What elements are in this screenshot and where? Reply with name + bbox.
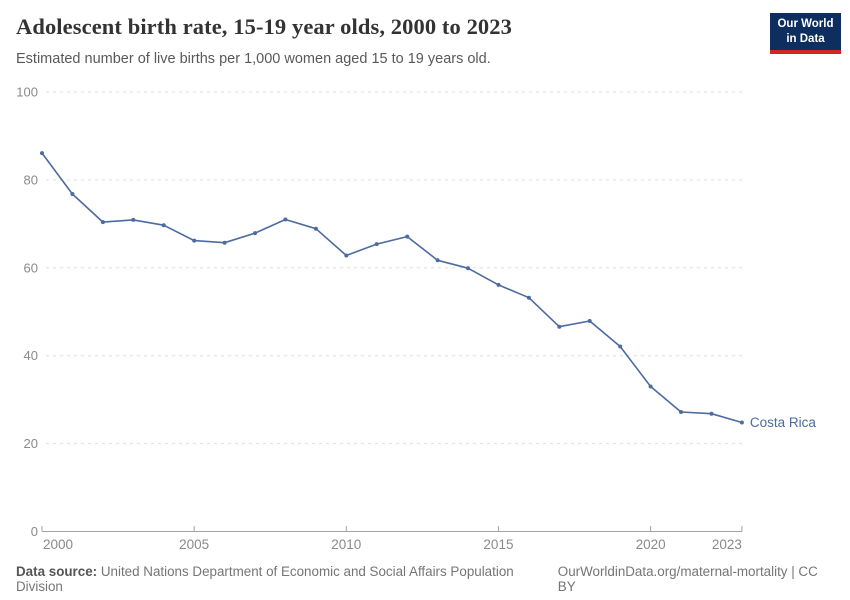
data-source-label: Data source: <box>16 564 98 579</box>
x-tick-label: 2005 <box>179 537 209 552</box>
y-tick-label: 40 <box>24 348 38 363</box>
y-tick-label: 20 <box>24 436 38 451</box>
y-tick-label: 0 <box>31 524 38 539</box>
data-point <box>100 220 105 225</box>
data-point <box>679 410 683 414</box>
data-point <box>161 223 166 228</box>
data-point <box>587 319 592 323</box>
data-point <box>496 282 501 287</box>
data-point <box>739 420 744 425</box>
x-tick-label: 2010 <box>331 537 361 552</box>
owid-logo-line1: Our World <box>777 18 834 30</box>
data-point <box>526 295 531 300</box>
data-point <box>70 192 75 196</box>
owid-logo: Our World in Data <box>770 13 841 55</box>
data-point <box>374 242 379 247</box>
data-source-text: United Nations Department of Economic an… <box>16 564 514 594</box>
y-tick-label: 60 <box>24 260 38 275</box>
data-point <box>313 226 318 231</box>
data-point <box>466 266 470 271</box>
owid-license-link[interactable]: OurWorldinData.org/maternal-mortality | … <box>557 564 818 594</box>
x-axis-labels: 2000 2005 2010 2015 2020 2023 <box>43 537 742 552</box>
y-gridlines <box>46 91 742 445</box>
data-point <box>131 217 136 222</box>
x-axis <box>41 526 743 532</box>
data-point <box>557 324 562 329</box>
y-tick-label: 100 <box>16 85 38 100</box>
data-point <box>648 384 653 389</box>
y-tick-label: 80 <box>24 172 38 187</box>
data-point <box>192 238 197 243</box>
series-line <box>41 152 743 424</box>
x-tick-label: 2015 <box>483 537 513 552</box>
data-point <box>253 231 257 236</box>
owid-logo-red-bar <box>770 50 841 55</box>
data-point <box>435 258 440 263</box>
data-point <box>709 411 714 416</box>
series-costa-rica: Costa Rica <box>40 151 816 430</box>
owid-logo-line2: in Data <box>786 32 825 45</box>
chart-footer: Data source: United Nations Department o… <box>16 564 836 594</box>
data-source: Data source: United Nations Department o… <box>16 564 558 594</box>
data-point <box>40 151 44 156</box>
data-point <box>405 234 410 239</box>
x-tick-label: 2023 <box>712 537 742 552</box>
data-point <box>618 344 623 349</box>
x-tick-label: 2000 <box>43 537 73 552</box>
series-end-label: Costa Rica <box>750 415 817 430</box>
x-tick-label: 2020 <box>636 537 666 552</box>
data-point <box>222 240 227 245</box>
data-point <box>344 253 349 258</box>
page-subtitle: Estimated number of live births per 1,00… <box>16 51 491 67</box>
owid-logo-text: Our World in Data <box>770 13 841 51</box>
data-point <box>283 217 288 222</box>
y-axis-labels: 0 20 40 60 80 100 <box>16 85 38 540</box>
page-title: Adolescent birth rate, 15-19 year olds, … <box>16 14 512 39</box>
